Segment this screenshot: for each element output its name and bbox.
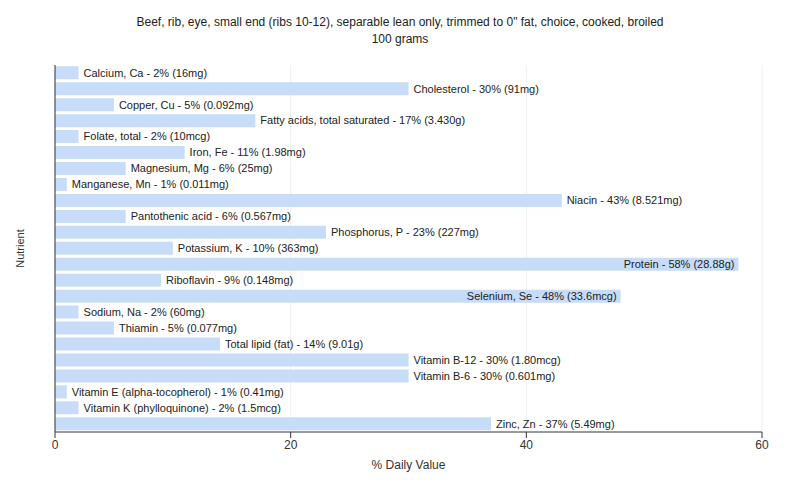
svg-text:Vitamin E (alpha-tocopherol) -: Vitamin E (alpha-tocopherol) - 1% (0.41m… — [72, 386, 284, 398]
svg-text:Total lipid (fat) - 14% (9.01g: Total lipid (fat) - 14% (9.01g) — [225, 338, 363, 350]
html-text:Beef, rib, eye, small end (rib: Beef, rib, eye, small end (ribs 10-12), … — [136, 15, 664, 29]
svg-text:Copper, Cu - 5% (0.092mg): Copper, Cu - 5% (0.092mg) — [119, 99, 254, 111]
svg-text:Magnesium, Mg - 6% (25mg): Magnesium, Mg - 6% (25mg) — [131, 162, 273, 174]
svg-text:Iron, Fe - 11% (1.98mg): Iron, Fe - 11% (1.98mg) — [190, 146, 306, 158]
svg-text:Phosphorus, P - 23% (227mg): Phosphorus, P - 23% (227mg) — [331, 226, 479, 238]
svg-text:Cholesterol - 30% (91mg): Cholesterol - 30% (91mg) — [414, 83, 539, 95]
svg-text:Folate, total - 2% (10mcg): Folate, total - 2% (10mcg) — [84, 130, 211, 142]
svg-text:% Daily Value: % Daily Value — [372, 458, 446, 472]
svg-text:40: 40 — [520, 438, 534, 452]
svg-text:Niacin - 43% (8.521mg): Niacin - 43% (8.521mg) — [567, 194, 683, 206]
svg-text:Thiamin - 5% (0.077mg): Thiamin - 5% (0.077mg) — [119, 322, 237, 334]
svg-text:Sodium, Na - 2% (60mg): Sodium, Na - 2% (60mg) — [84, 306, 205, 318]
svg-text:Zinc, Zn - 37% (5.49mg): Zinc, Zn - 37% (5.49mg) — [496, 418, 615, 430]
svg-text:Nutrient: Nutrient — [14, 229, 26, 268]
svg-text:Vitamin K (phylloquinone) - 2%: Vitamin K (phylloquinone) - 2% (1.5mcg) — [84, 402, 281, 414]
svg-text:Calcium, Ca - 2% (16mg): Calcium, Ca - 2% (16mg) — [84, 67, 207, 79]
svg-text:Protein - 58% (28.88g): Protein - 58% (28.88g) — [624, 258, 735, 270]
svg-text:Riboflavin - 9% (0.148mg): Riboflavin - 9% (0.148mg) — [166, 274, 293, 286]
svg-text:Vitamin B-12 - 30% (1.80mcg): Vitamin B-12 - 30% (1.80mcg) — [414, 354, 561, 366]
svg-text:20: 20 — [284, 438, 298, 452]
svg-text:Fatty acids, total saturated -: Fatty acids, total saturated - 17% (3.43… — [260, 114, 465, 126]
html-text:100 grams: 100 grams — [371, 32, 429, 46]
svg-text:Manganese, Mn - 1% (0.011mg): Manganese, Mn - 1% (0.011mg) — [72, 178, 229, 190]
svg-text:Selenium, Se - 48% (33.6mcg): Selenium, Se - 48% (33.6mcg) — [467, 290, 617, 302]
svg-text:Pantothenic acid - 6% (0.567mg: Pantothenic acid - 6% (0.567mg) — [131, 210, 291, 222]
svg-text:Potassium, K - 10% (363mg): Potassium, K - 10% (363mg) — [178, 242, 319, 254]
svg-text:Vitamin B-6 - 30% (0.601mg): Vitamin B-6 - 30% (0.601mg) — [414, 370, 556, 382]
svg-text:60: 60 — [755, 438, 769, 452]
svg-text:0: 0 — [52, 438, 59, 452]
